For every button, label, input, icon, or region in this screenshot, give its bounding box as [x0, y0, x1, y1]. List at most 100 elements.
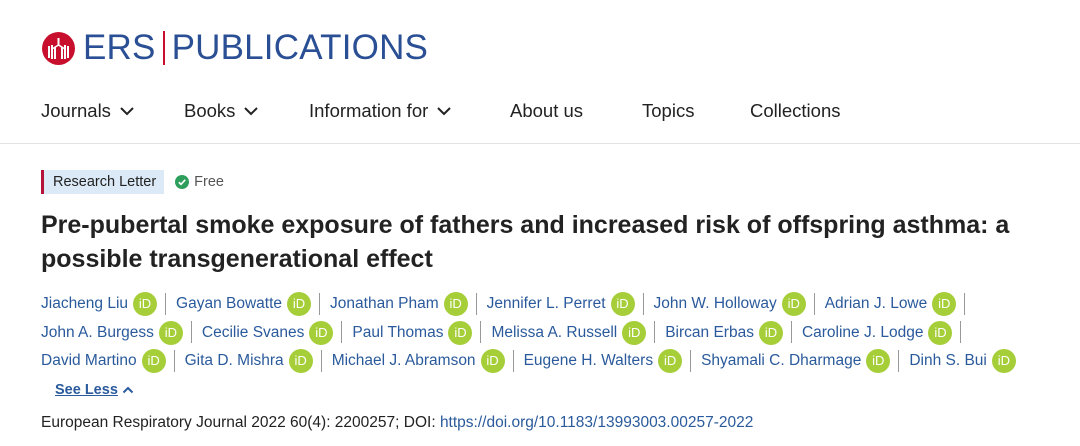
orcid-icon[interactable]: iD	[866, 349, 891, 374]
author-item: Melissa A. Russell iD	[491, 319, 647, 348]
logo-divider	[162, 31, 165, 65]
author-separator	[480, 321, 482, 344]
author-separator	[319, 292, 321, 315]
orcid-icon[interactable]: iD	[658, 349, 683, 374]
author-name-link[interactable]: Caroline J. Lodge	[801, 323, 924, 341]
author-item: Gayan Bowatte iD	[176, 290, 312, 319]
author-separator	[960, 321, 962, 344]
logo-text-publications: PUBLICATIONS	[171, 28, 429, 67]
author-item: Michael J. Abramson iD	[332, 347, 505, 376]
author-item: Jennifer L. Perret iD	[487, 290, 635, 319]
author-separator	[475, 292, 477, 315]
orcid-icon[interactable]: iD	[758, 320, 783, 345]
nav-label: About us	[510, 100, 584, 121]
chevron-down-icon	[244, 107, 259, 116]
orcid-icon[interactable]: iD	[288, 349, 313, 374]
orcid-icon[interactable]: iD	[309, 320, 334, 345]
nav-journals[interactable]: Journals	[41, 98, 135, 124]
author-name-link[interactable]: Dinh S. Bui	[909, 352, 987, 369]
nav-label: Topics	[642, 100, 695, 121]
author-name-link[interactable]: Gayan Bowatte	[176, 295, 283, 312]
orcid-icon[interactable]: iD	[928, 320, 953, 345]
orcid-icon[interactable]: iD	[141, 349, 166, 374]
citation-text: European Respiratory Journal 2022 60(4):…	[41, 414, 440, 431]
lungs-logo-icon	[42, 31, 75, 65]
orcid-icon[interactable]: iD	[443, 292, 468, 317]
citation-line: European Respiratory Journal 2022 60(4):…	[41, 414, 753, 432]
author-item: Gita D. Mishra iD	[185, 347, 313, 376]
orcid-icon[interactable]: iD	[158, 320, 183, 345]
nav-label: Books	[184, 100, 236, 121]
author-name-link[interactable]: John W. Holloway	[653, 295, 777, 312]
orcid-icon[interactable]: iD	[622, 320, 647, 345]
site-header: ERS PUBLICATIONS Journals Books Informat…	[0, 0, 1080, 144]
nav-information-for[interactable]: Information for	[309, 98, 452, 124]
author-item: Paul Thomas iD	[352, 319, 473, 348]
orcid-icon[interactable]: iD	[448, 320, 473, 345]
author-list: Jiacheng Liu iD Gayan Bowatte iD Jonathan Ph…	[41, 290, 1051, 404]
author-name-link[interactable]: Melissa A. Russell	[491, 323, 618, 341]
nav-label: Collections	[750, 100, 841, 121]
nav-books[interactable]: Books	[184, 98, 259, 124]
author-name-link[interactable]: David Martino	[41, 352, 137, 369]
author-item: John A. Burgess iD	[41, 319, 183, 348]
author-separator	[512, 349, 514, 372]
author-separator	[654, 321, 656, 344]
orcid-icon[interactable]: iD	[610, 292, 635, 317]
author-separator	[341, 321, 343, 344]
orcid-icon[interactable]: iD	[287, 292, 312, 317]
author-separator	[964, 292, 966, 315]
free-label: Free	[194, 174, 224, 190]
author-name-link[interactable]: Jiacheng Liu	[41, 295, 129, 312]
author-name-link[interactable]: Bircan Erbas	[665, 323, 754, 341]
orcid-icon[interactable]: iD	[133, 292, 158, 317]
author-item: Shyamali C. Dharmage iD	[701, 347, 891, 376]
author-name-link[interactable]: Jennifer L. Perret	[486, 295, 606, 312]
orcid-icon[interactable]: iD	[781, 292, 806, 317]
author-separator	[790, 321, 792, 344]
author-separator	[320, 349, 322, 372]
nav-topics[interactable]: Topics	[642, 98, 694, 124]
see-less-button[interactable]: See Less	[55, 376, 134, 405]
chevron-down-icon	[437, 107, 451, 116]
author-item: Dinh S. Bui iD	[909, 347, 1016, 376]
orcid-icon[interactable]: iD	[991, 349, 1016, 374]
author-separator	[190, 321, 192, 344]
see-less-label: See Less	[55, 381, 118, 398]
free-access-badge: Free	[175, 174, 224, 190]
author-item: Adrian J. Lowe iD	[825, 290, 957, 319]
author-item: David Martino iD	[41, 347, 166, 376]
nav-about-us[interactable]: About us	[510, 98, 583, 124]
author-name-link[interactable]: Jonathan Pham	[330, 295, 439, 312]
author-name-link[interactable]: Eugene H. Walters	[523, 352, 654, 369]
author-item: Jiacheng Liu iD	[41, 290, 158, 319]
author-separator	[690, 349, 692, 372]
author-name-link[interactable]: Paul Thomas	[352, 323, 444, 341]
author-name-link[interactable]: Michael J. Abramson	[331, 352, 476, 369]
ers-publications-logo[interactable]: ERS PUBLICATIONS	[42, 28, 428, 68]
author-name-link[interactable]: John A. Burgess	[41, 323, 154, 341]
orcid-icon[interactable]: iD	[932, 292, 957, 317]
author-separator	[813, 292, 815, 315]
author-separator	[642, 292, 644, 315]
author-item: Caroline J. Lodge iD	[802, 319, 953, 348]
author-name-link[interactable]: Cecilie Svanes	[201, 323, 305, 341]
check-circle-icon	[175, 175, 190, 189]
nav-label: Journals	[41, 100, 111, 121]
author-name-link[interactable]: Adrian J. Lowe	[824, 295, 928, 312]
author-name-link[interactable]: Gita D. Mishra	[184, 352, 284, 369]
chevron-up-icon	[122, 386, 134, 393]
author-item: Cecilie Svanes iD	[202, 319, 334, 348]
doi-link[interactable]: https://doi.org/10.1183/13993003.00257-2…	[439, 414, 754, 431]
article-badges: Research Letter Free	[41, 170, 1051, 194]
author-separator	[165, 292, 167, 315]
author-separator	[173, 349, 175, 372]
nav-label: Information for	[309, 100, 429, 121]
article-header: Research Letter Free Pre-pubertal smoke …	[41, 170, 1051, 431]
orcid-icon[interactable]: iD	[480, 349, 505, 374]
article-title: Pre-pubertal smoke exposure of fathers a…	[41, 211, 1010, 273]
author-item: Jonathan Pham iD	[330, 290, 468, 319]
author-separator	[898, 349, 900, 372]
author-name-link[interactable]: Shyamali C. Dharmage	[701, 352, 862, 369]
nav-collections[interactable]: Collections	[750, 98, 841, 124]
